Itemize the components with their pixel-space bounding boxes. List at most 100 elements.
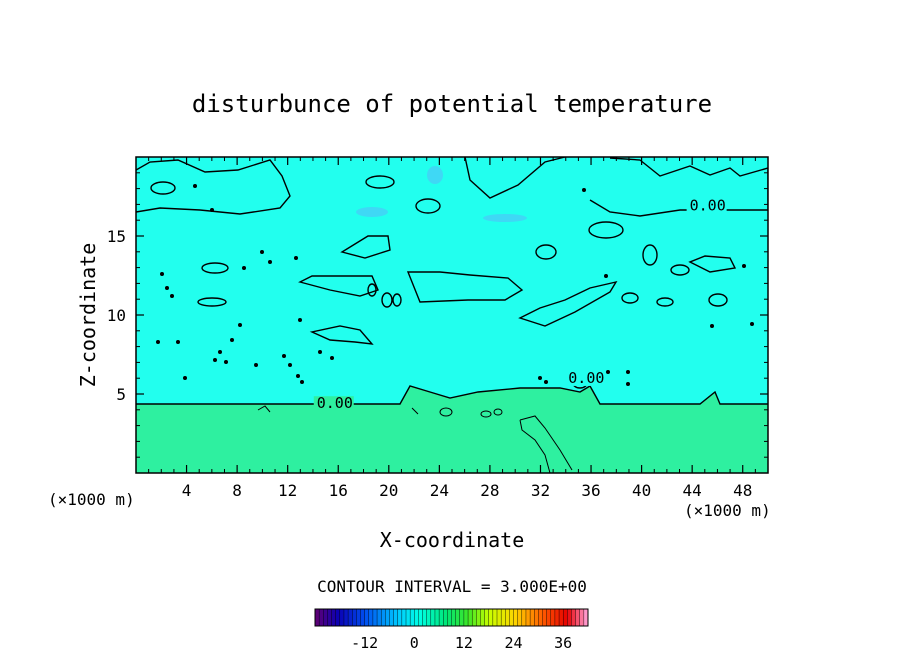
contour-line [493,408,503,416]
x-axis-label: X-coordinate [380,528,525,552]
contour-line [518,280,618,327]
colorbar-swatch [422,608,428,627]
colorbar-swatch [529,608,535,627]
colorbar-swatch [467,608,473,627]
colorbar-swatch [575,608,581,627]
colorbar-tick-label: 24 [505,634,523,652]
y-axis: 5 10 15 [107,172,768,458]
heatmap-field: 0.00 0.00 0.00 [136,157,768,473]
colorbar-swatch [385,608,390,627]
colorbar-tick-label: 36 [554,634,572,652]
y-tick-label: 15 [107,227,126,246]
colorbar-swatch [451,608,457,627]
contour-line [257,405,419,415]
colorbar-swatch [335,608,341,627]
colorbar-swatch [554,608,560,627]
colorbar-swatch [521,608,527,627]
colorbar-swatch [471,608,477,627]
colorbar-swatch [331,608,337,627]
contour-line [480,410,492,418]
contour-line [298,275,379,297]
contour-line [340,235,391,259]
colorbar-swatch [438,608,444,627]
colorbar-swatch [496,608,502,627]
colorbar-swatch [380,608,386,627]
x-unit-left: (×1000 m) [48,490,135,509]
colorbar-swatch [364,608,370,627]
colorbar-swatch [513,608,519,627]
colorbar-swatch [347,608,353,627]
colorbar-swatch [500,608,506,627]
colorbar-swatch [360,608,366,627]
colorbar-swatch [405,608,411,627]
colorbar-swatch [488,608,494,627]
contour-line [589,157,768,217]
contour-line [656,297,674,307]
colorbar-swatch [571,608,577,627]
colorbar-swatch [546,608,552,627]
contour-label-bg [686,198,727,214]
contour-line [642,244,658,266]
colorbar-swatch [434,608,440,627]
x-unit-right: (×1000 m) [684,501,771,520]
colorbar-swatch [525,608,531,627]
colorbar-swatch [550,608,556,627]
contour-line [381,292,393,308]
contour-line [464,157,566,199]
colorbar-swatch [443,608,448,627]
colorbar-swatch [480,608,486,627]
contour-line [519,415,573,473]
contour-label: 0.00 [568,369,604,387]
contour-label-bg [565,370,606,386]
x-tick-label: 24 [430,481,449,500]
colorbar-swatch [389,608,395,627]
x-tick-label: 48 [733,481,752,500]
contour-line [201,262,229,274]
colorbar-swatch [484,608,490,627]
chart-title: disturbunce of potential temperature [192,90,712,118]
colorbar-swatch [339,608,345,627]
colorbar-swatch [409,608,415,627]
colorbar-swatch [426,608,432,627]
colorbar-swatch [393,608,399,627]
colorbar-swatch [352,608,357,627]
contour-line [670,264,690,276]
contour-dots [156,184,754,386]
contour-line [588,221,624,239]
colorbar-tick-label: 12 [455,634,473,652]
colorbar-swatch [534,608,539,627]
contour-line [392,293,402,307]
colorbar-swatch [455,608,461,627]
x-tick-label: 12 [278,481,297,500]
colorbar-swatch [542,608,548,627]
colorbar: -12 0 12 24 36 [314,608,589,652]
x-tick-label: 16 [329,481,348,500]
colorbar-swatch [418,608,424,627]
contour-line [136,385,768,405]
colorbar-swatch [430,608,436,627]
colorbar-swatch [463,608,469,627]
contour-label: 0.00 [317,394,353,412]
x-tick-label: 40 [632,481,651,500]
x-tick-label: 4 [182,481,192,500]
x-axis: 4 8 12 16 20 24 28 32 36 40 44 48 [148,157,756,500]
x-tick-label: 28 [480,481,499,500]
colorbar-swatch [327,608,333,627]
y-tick-label: 5 [116,385,126,404]
contour-line [688,255,737,273]
colorbar-swatch [368,608,374,627]
contour-line [415,198,441,214]
y-tick-label: 10 [107,306,126,325]
colorbar-swatch [397,608,403,627]
x-tick-label: 44 [683,481,702,500]
x-tick-label: 32 [531,481,550,500]
colorbar-swatch [558,608,564,627]
field-patch [356,207,388,217]
colorbar-swatch [509,608,515,627]
colorbar-swatch [356,608,362,627]
colorbar-swatch [476,608,481,627]
contour-line [439,407,453,417]
colorbar-tick-label: -12 [351,634,378,652]
colorbar-frame [314,608,589,627]
